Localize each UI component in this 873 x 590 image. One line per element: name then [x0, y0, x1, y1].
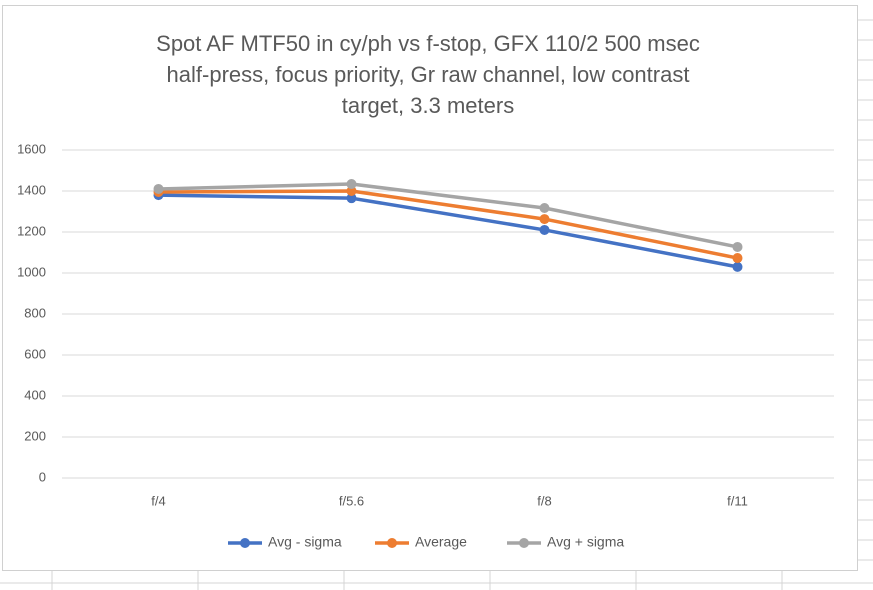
plot: Spot AF MTF50 in cy/ph vs f-stop, GFX 11…: [17, 31, 834, 550]
y-tick-label: 1000: [17, 264, 46, 279]
series-line: [156, 189, 740, 260]
data-point: [346, 193, 357, 204]
data-point: [153, 183, 164, 194]
series-line: [156, 182, 740, 249]
x-tick-label: f/5.6: [339, 493, 364, 508]
y-tick-label: 800: [24, 305, 46, 320]
legend-label: Average: [415, 534, 467, 550]
y-tick-label: 1200: [17, 223, 46, 238]
x-tick-label: f/8: [537, 493, 551, 508]
x-tick-label: f/11: [727, 493, 748, 508]
chart-area: [2, 5, 858, 571]
data-point: [732, 253, 743, 264]
series-line: [156, 193, 740, 269]
y-tick-label: 600: [24, 346, 46, 361]
data-point: [539, 214, 550, 225]
y-tick-label: 0: [39, 469, 46, 484]
data-point: [732, 261, 743, 272]
x-tick-label: f/4: [151, 493, 165, 508]
legend-marker: [519, 538, 529, 548]
chart-title: target, 3.3 meters: [342, 93, 514, 118]
y-tick-label: 200: [24, 428, 46, 443]
data-point: [539, 203, 550, 214]
legend-label: Avg - sigma: [268, 534, 342, 550]
y-tick-label: 1600: [17, 141, 46, 156]
data-point: [346, 179, 357, 190]
y-tick-label: 400: [24, 387, 46, 402]
legend-marker: [240, 538, 250, 548]
y-tick-label: 1400: [17, 182, 46, 197]
chart-title: Spot AF MTF50 in cy/ph vs f-stop, GFX 11…: [156, 31, 700, 56]
data-point: [732, 241, 743, 252]
legend-label: Avg + sigma: [547, 534, 624, 550]
legend-marker: [387, 538, 397, 548]
data-point: [539, 224, 550, 235]
chart-title: half-press, focus priority, Gr raw chann…: [167, 62, 690, 87]
data-point: [346, 186, 357, 196]
spreadsheet-grid: [0, 19, 873, 590]
